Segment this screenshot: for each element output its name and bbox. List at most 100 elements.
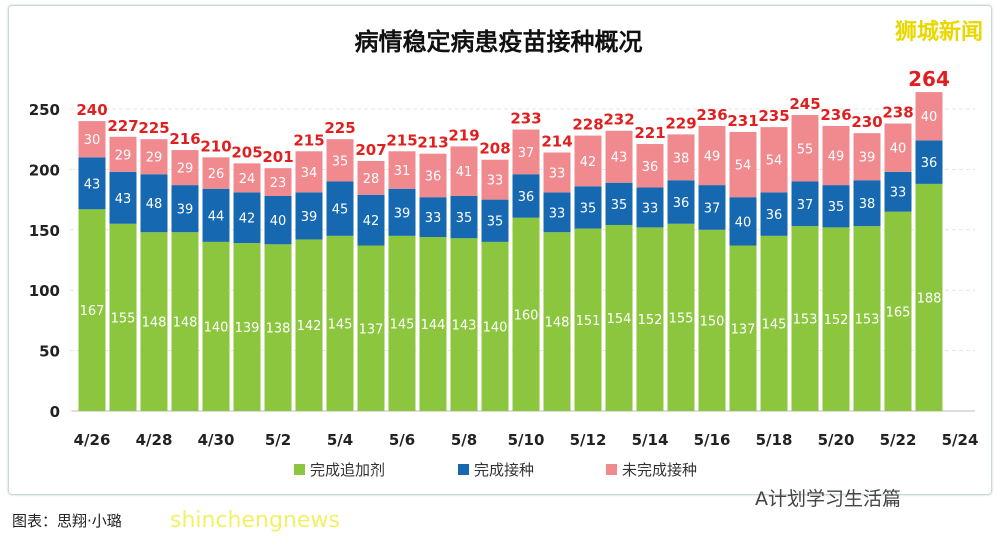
total-label: 219 [448,126,479,144]
bar-segment-0 [233,243,261,411]
data-label: 145 [762,317,787,332]
data-label: 144 [421,318,446,333]
data-label: 54 [766,154,783,169]
data-label: 140 [204,320,229,335]
data-label: 35 [611,198,628,213]
bar-segment-1 [853,180,881,227]
x-tick-label: 5/24 [942,431,979,449]
data-label: 150 [700,314,725,329]
total-label: 245 [789,95,820,113]
bar-segment-0 [543,232,571,411]
bar-segment-2 [853,133,881,181]
bar-segment-0 [512,217,540,411]
data-label: 39 [859,151,876,166]
data-label: 35 [828,200,845,215]
total-label: 238 [882,103,913,121]
brand-logo: 狮城新闻 [894,20,983,45]
data-label: 36 [518,190,535,205]
data-label: 154 [607,312,632,327]
y-tick-label: 50 [39,343,60,361]
data-label: 33 [549,206,566,221]
data-label: 33 [890,186,907,201]
data-label: 43 [115,192,132,207]
data-label: 33 [425,211,442,226]
total-label: 225 [138,119,169,137]
total-label: 201 [262,148,293,166]
bar-segment-2 [605,130,633,183]
data-label: 188 [917,291,942,306]
data-label: 138 [266,322,291,337]
x-tick-label: 4/26 [74,431,111,449]
data-label: 37 [518,146,535,161]
x-tick-label: 5/14 [632,431,669,449]
bar-segment-2 [450,146,478,196]
data-label: 35 [456,211,473,226]
bar-segment-0 [853,226,881,411]
bar-segment-1 [884,171,912,212]
bar-segment-0 [791,226,819,411]
data-label: 165 [886,305,911,320]
data-label: 44 [208,209,225,224]
data-label: 33 [487,174,504,189]
data-label: 36 [425,169,442,184]
total-label: 215 [293,131,324,149]
data-label: 35 [332,154,349,169]
bar-segment-0 [667,223,695,411]
data-label: 30 [84,133,101,148]
data-label: 54 [735,159,752,174]
bar-segment-1 [760,192,788,236]
bar-segment-0 [264,244,292,411]
bar-segment-0 [295,239,323,411]
bar-segment-1 [636,187,664,228]
total-label: 230 [851,113,882,131]
bar-segment-2 [109,136,137,172]
x-tick-label: 5/16 [694,431,731,449]
data-label: 145 [390,317,415,332]
x-tick-label: 5/2 [265,431,291,449]
x-tick-label: 5/8 [451,431,477,449]
total-label: 227 [107,117,138,135]
data-label: 137 [731,322,756,337]
bar-segment-0 [574,228,602,411]
data-label: 40 [735,215,752,230]
bar-segment-1 [481,199,509,242]
data-label: 142 [297,319,322,334]
data-label: 33 [642,201,659,216]
bar-segment-1 [450,195,478,239]
bar-segment-2 [388,151,416,189]
total-label: 210 [200,137,231,155]
total-label: 232 [603,111,634,129]
x-tick-label: 5/22 [880,431,917,449]
data-label: 33 [549,166,566,181]
bar-segment-0 [698,229,726,411]
data-label: 41 [456,165,473,180]
x-tick-label: 5/20 [818,431,855,449]
legend-swatch [294,464,305,475]
total-label: 216 [169,130,200,148]
y-tick-label: 200 [29,161,60,179]
total-label: 233 [510,110,541,128]
data-label: 160 [514,308,539,323]
bar-segment-1 [667,180,695,224]
data-label: 36 [642,160,659,175]
bar-segment-1 [512,174,540,218]
bar-segment-1 [605,182,633,225]
bar-segment-0 [171,232,199,411]
data-label: 37 [797,198,814,213]
data-label: 167 [80,304,105,319]
x-tick-label: 4/28 [136,431,173,449]
data-label: 39 [394,206,411,221]
data-label: 37 [704,201,721,216]
total-label: 240 [76,101,107,119]
bar-segment-2 [78,121,106,158]
data-label: 42 [363,214,380,229]
data-label: 42 [239,212,256,227]
data-label: 151 [576,314,601,329]
total-label: 228 [572,116,603,134]
x-tick-label: 4/30 [198,431,235,449]
bar-segment-1 [78,157,106,210]
y-tick-label: 100 [29,282,60,300]
bar-segment-0 [78,209,106,411]
bar-segment-0 [109,223,137,411]
bar-segment-2 [326,139,354,182]
